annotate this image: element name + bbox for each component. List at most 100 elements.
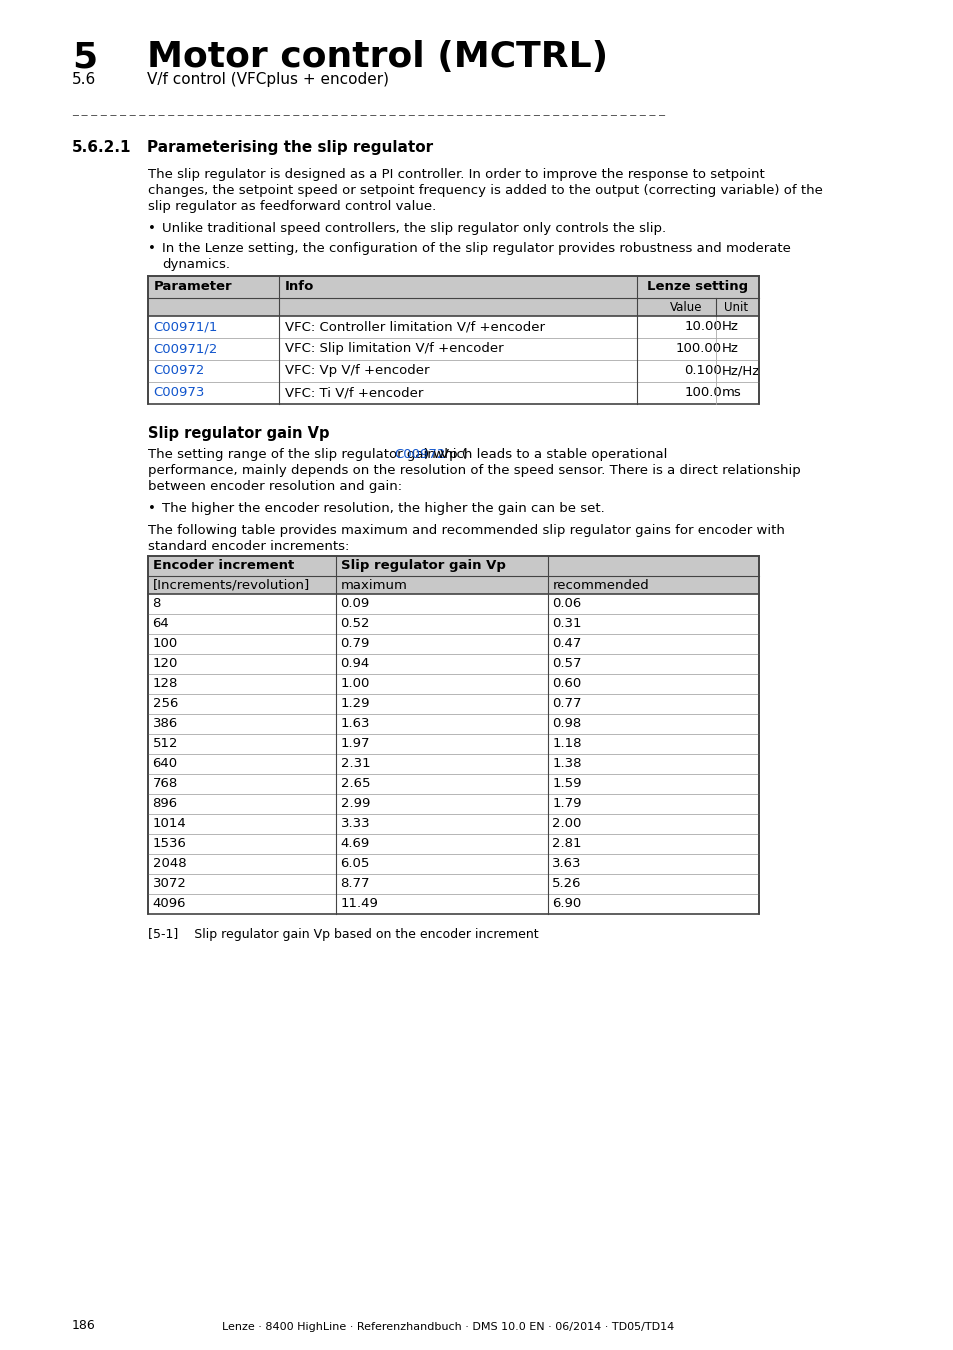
Text: 5.6.2.1: 5.6.2.1: [71, 140, 132, 155]
Text: 5: 5: [71, 40, 97, 74]
Text: 2.31: 2.31: [340, 757, 370, 769]
Text: 8: 8: [152, 597, 161, 610]
Bar: [148, 774, 759, 794]
Text: 1.38: 1.38: [552, 757, 581, 769]
Text: 0.77: 0.77: [552, 697, 581, 710]
Text: dynamics.: dynamics.: [162, 258, 230, 271]
Text: [Increments/revolution]: [Increments/revolution]: [152, 579, 310, 593]
Text: 1.79: 1.79: [552, 796, 581, 810]
Text: 2.99: 2.99: [340, 796, 370, 810]
Bar: [148, 556, 335, 576]
Text: 386: 386: [152, 717, 177, 730]
Bar: [148, 634, 759, 653]
Text: [5-1]    Slip regulator gain Vp based on the encoder increment: [5-1] Slip regulator gain Vp based on th…: [148, 927, 538, 941]
Text: 128: 128: [152, 676, 178, 690]
Text: standard encoder increments:: standard encoder increments:: [148, 540, 349, 553]
Text: C00971/1: C00971/1: [153, 320, 217, 333]
Text: •: •: [148, 502, 155, 514]
Text: 4096: 4096: [152, 896, 186, 910]
Bar: [148, 834, 759, 855]
Bar: [148, 556, 759, 914]
Bar: [636, 275, 759, 298]
Text: VFC: Vp V/f +encoder: VFC: Vp V/f +encoder: [285, 364, 429, 377]
Text: 3072: 3072: [152, 878, 186, 890]
Text: Lenze · 8400 HighLine · Referenzhandbuch · DMS 10.0 EN · 06/2014 · TD05/TD14: Lenze · 8400 HighLine · Referenzhandbuch…: [222, 1322, 674, 1332]
Text: 100: 100: [152, 637, 177, 649]
Text: V/f control (VFCplus + encoder): V/f control (VFCplus + encoder): [147, 72, 389, 86]
Text: Unlike traditional speed controllers, the slip regulator only controls the slip.: Unlike traditional speed controllers, th…: [162, 221, 665, 235]
Text: 186: 186: [71, 1319, 95, 1332]
Text: Parameter: Parameter: [153, 279, 232, 293]
Bar: [148, 275, 636, 298]
Text: Unit: Unit: [723, 301, 747, 315]
Text: Lenze setting: Lenze setting: [647, 279, 748, 293]
Text: The higher the encoder resolution, the higher the gain can be set.: The higher the encoder resolution, the h…: [162, 502, 604, 514]
Text: VFC: Slip limitation V/f +encoder: VFC: Slip limitation V/f +encoder: [285, 342, 503, 355]
Text: 0.100: 0.100: [683, 364, 721, 377]
Bar: [148, 814, 759, 834]
Text: 100.0: 100.0: [683, 386, 721, 400]
Text: Hz: Hz: [721, 342, 738, 355]
Text: 1.97: 1.97: [340, 737, 370, 751]
Text: The following table provides maximum and recommended slip regulator gains for en: The following table provides maximum and…: [148, 524, 784, 537]
Text: 0.47: 0.47: [552, 637, 581, 649]
Text: 896: 896: [152, 796, 177, 810]
Bar: [148, 734, 759, 755]
Text: 11.49: 11.49: [340, 896, 378, 910]
Text: recommended: recommended: [552, 579, 648, 593]
Bar: [148, 594, 759, 614]
Text: 2048: 2048: [152, 857, 186, 869]
Text: between encoder resolution and gain:: between encoder resolution and gain:: [148, 481, 401, 493]
Text: 1.18: 1.18: [552, 737, 581, 751]
Bar: [148, 298, 636, 316]
Text: 1536: 1536: [152, 837, 186, 850]
Text: changes, the setpoint speed or setpoint frequency is added to the output (correc: changes, the setpoint speed or setpoint …: [148, 184, 821, 197]
Text: Info: Info: [285, 279, 314, 293]
Bar: [148, 576, 335, 594]
Bar: [148, 894, 759, 914]
Text: 0.98: 0.98: [552, 717, 581, 730]
Text: performance, mainly depends on the resolution of the speed sensor. There is a di: performance, mainly depends on the resol…: [148, 464, 800, 477]
Text: VFC: Controller limitation V/f +encoder: VFC: Controller limitation V/f +encoder: [285, 320, 544, 333]
Text: The slip regulator is designed as a PI controller. In order to improve the respo: The slip regulator is designed as a PI c…: [148, 167, 764, 181]
Text: 0.06: 0.06: [552, 597, 581, 610]
Bar: [148, 316, 759, 338]
Text: 1014: 1014: [152, 817, 186, 830]
Text: 4.69: 4.69: [340, 837, 370, 850]
Text: C00971/2: C00971/2: [153, 342, 217, 355]
Text: Value: Value: [670, 301, 702, 315]
Text: Encoder increment: Encoder increment: [152, 559, 294, 572]
Text: 0.94: 0.94: [340, 657, 370, 670]
Text: 256: 256: [152, 697, 178, 710]
Bar: [335, 576, 759, 594]
Text: 2.81: 2.81: [552, 837, 581, 850]
Text: 3.33: 3.33: [340, 817, 370, 830]
Bar: [148, 694, 759, 714]
Text: 640: 640: [152, 757, 177, 769]
Text: slip regulator as feedforward control value.: slip regulator as feedforward control va…: [148, 200, 436, 213]
Bar: [148, 873, 759, 894]
Bar: [148, 714, 759, 734]
Bar: [148, 674, 759, 694]
Bar: [148, 360, 759, 382]
Text: Parameterising the slip regulator: Parameterising the slip regulator: [147, 140, 433, 155]
Text: 0.60: 0.60: [552, 676, 581, 690]
Bar: [148, 653, 759, 674]
Bar: [636, 298, 759, 316]
Text: 0.09: 0.09: [340, 597, 370, 610]
Text: C00973: C00973: [153, 386, 205, 400]
Bar: [148, 755, 759, 774]
Text: 2.65: 2.65: [340, 778, 370, 790]
Text: 2.00: 2.00: [552, 817, 581, 830]
Text: Slip regulator gain Vp: Slip regulator gain Vp: [148, 427, 329, 441]
Bar: [148, 338, 759, 360]
Text: _ _ _ _ _ _ _ _ _ _ _ _ _ _ _ _ _ _ _ _ _ _ _ _ _ _ _ _ _ _ _ _ _ _ _ _ _ _ _ _ : _ _ _ _ _ _ _ _ _ _ _ _ _ _ _ _ _ _ _ _ …: [71, 103, 668, 115]
Text: 6.90: 6.90: [552, 896, 581, 910]
Text: •: •: [148, 221, 155, 235]
Text: 5.6: 5.6: [71, 72, 96, 86]
Text: 0.57: 0.57: [552, 657, 581, 670]
Bar: [148, 275, 759, 404]
Text: 1.00: 1.00: [340, 676, 370, 690]
Text: 6.05: 6.05: [340, 857, 370, 869]
Text: 0.79: 0.79: [340, 637, 370, 649]
